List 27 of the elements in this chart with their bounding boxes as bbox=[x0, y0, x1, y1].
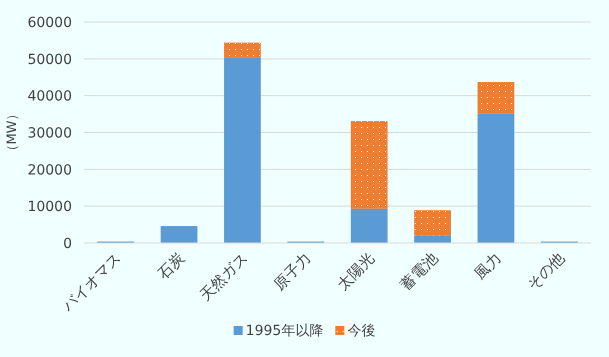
y-tick-label: 0 bbox=[63, 236, 72, 252]
bar bbox=[414, 210, 451, 236]
x-tick-label: バイオマス bbox=[58, 249, 125, 316]
x-tick-label: 蓄電池 bbox=[396, 249, 442, 294]
legend-label: 1995年以降 bbox=[246, 323, 324, 339]
x-tick-label: 原子力 bbox=[270, 249, 315, 294]
bar bbox=[350, 208, 388, 243]
y-tick-label: 30000 bbox=[27, 126, 72, 142]
x-tick-label: 天然ガス bbox=[196, 249, 252, 304]
legend-label: 今後 bbox=[347, 323, 376, 339]
y-tick-label: 50000 bbox=[27, 52, 72, 68]
bar bbox=[224, 57, 261, 243]
x-tick-label: その他 bbox=[524, 249, 568, 294]
bar bbox=[350, 121, 388, 209]
bar bbox=[224, 42, 261, 58]
y-tick-label: 10000 bbox=[27, 199, 72, 216]
y-tick-label: 40000 bbox=[27, 88, 72, 105]
x-tick-label: 石炭 bbox=[154, 249, 188, 284]
x-tick-label: 風力 bbox=[470, 249, 505, 284]
y-tick-label: 60000 bbox=[27, 15, 72, 31]
y-tick-label: 20000 bbox=[27, 162, 72, 178]
bar bbox=[478, 114, 514, 243]
x-tick-label: 太陽光 bbox=[333, 249, 378, 294]
bar bbox=[160, 226, 198, 243]
bar bbox=[414, 235, 451, 243]
y-axis-title: （MW） bbox=[5, 107, 20, 158]
bar bbox=[478, 82, 514, 114]
